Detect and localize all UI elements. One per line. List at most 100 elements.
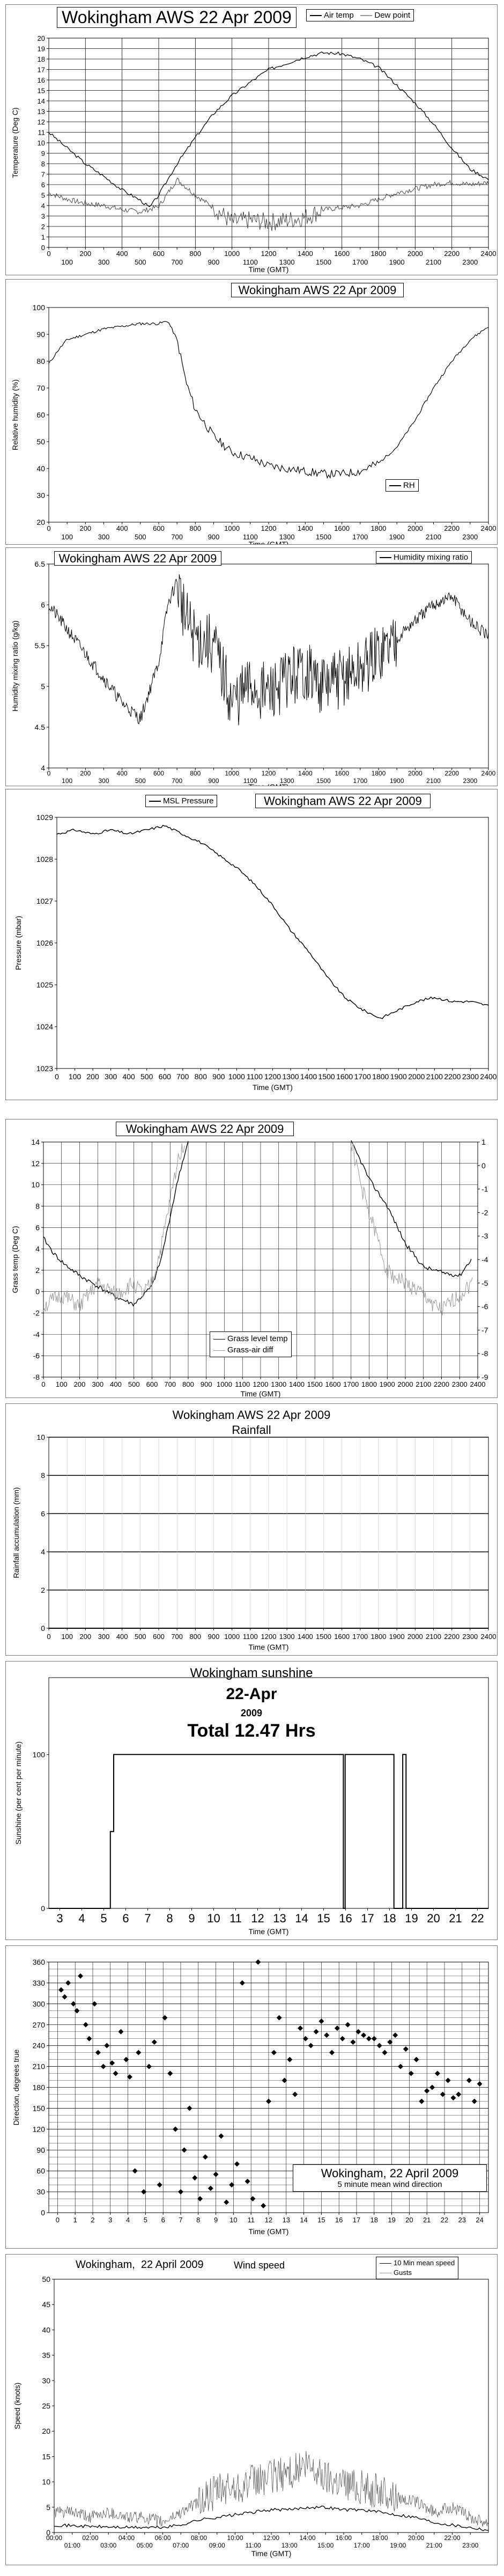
x-tick-label: 2200 bbox=[434, 1380, 449, 1388]
chart-legend: MSL Pressure bbox=[145, 795, 218, 807]
x-tick-label: 2400 bbox=[481, 770, 496, 777]
plot-area-frame bbox=[48, 1677, 489, 1909]
y-axis-label: Sunshine (per cent per minute) bbox=[14, 1741, 23, 1845]
x-tick-label: 1800 bbox=[372, 1072, 389, 1081]
series-line-dew-point bbox=[49, 177, 489, 231]
x-tick-label: 1700 bbox=[352, 533, 368, 541]
x-tick-label: 17 bbox=[361, 1912, 374, 1925]
legend-swatch-air-temp bbox=[310, 15, 322, 17]
y-axis-label: Pressure (mbar) bbox=[14, 916, 23, 970]
chart-title: Wokingham AWS 22 Apr 2009 bbox=[172, 1408, 331, 1422]
data-point bbox=[345, 2022, 351, 2028]
x-tick-label: 2000 bbox=[407, 524, 423, 532]
x-tick-label: 1100 bbox=[243, 533, 258, 541]
chart-title: Wokingham AWS 22 Apr 2009 bbox=[116, 1122, 294, 1137]
y-tick-label: 80 bbox=[36, 357, 45, 365]
x-tick-label: 11 bbox=[229, 1912, 242, 1925]
y-right-tick-label: -9 bbox=[481, 1373, 488, 1381]
x-tick-label: 3 bbox=[56, 1912, 63, 1925]
data-point bbox=[434, 2070, 440, 2076]
legend-swatch-mean-speed bbox=[380, 2263, 391, 2264]
x-tick-label: 400 bbox=[117, 770, 128, 777]
y-tick-label: 100 bbox=[33, 303, 46, 312]
x-tick-label: 400 bbox=[122, 1072, 135, 1081]
x-tick-label: 05:00 bbox=[137, 2542, 153, 2549]
y-right-tick-label: -2 bbox=[481, 1208, 488, 1217]
y-right-tick-label: 1 bbox=[481, 1138, 486, 1146]
data-point bbox=[334, 2025, 340, 2031]
y-tick-label: 35 bbox=[42, 2351, 50, 2360]
y-tick-label: 1027 bbox=[36, 897, 53, 905]
x-tick-label: 15:00 bbox=[317, 2542, 333, 2549]
x-tick-label: 1700 bbox=[352, 1633, 368, 1641]
y-tick-label: 9 bbox=[41, 150, 45, 158]
x-tick-label: 2100 bbox=[426, 258, 441, 266]
mixing-ratio-chart: 4 4.5 5 5.5 6 6.5 0 200 400 600 800 1000 1200 1400 160… bbox=[11, 560, 496, 786]
x-tick-label: 700 bbox=[171, 533, 183, 541]
x-tick-label: 1300 bbox=[271, 1380, 286, 1388]
y-axis-label: Relative humidity (%) bbox=[11, 379, 19, 450]
series-line-pressure bbox=[56, 824, 489, 1020]
y-tick-label: 30 bbox=[36, 2187, 45, 2196]
y-tick-label: 5 bbox=[41, 682, 45, 691]
x-tick-label: 2100 bbox=[426, 777, 441, 785]
x-tick-label: 200 bbox=[86, 1072, 99, 1081]
y-tick-label: 3 bbox=[41, 213, 45, 221]
x-tick-label: 1600 bbox=[335, 770, 349, 777]
data-point bbox=[157, 2182, 162, 2188]
x-tick-label: 5 bbox=[100, 1912, 107, 1925]
y-tick-label: 0 bbox=[35, 1287, 40, 1296]
y-tick-label: 15 bbox=[42, 2452, 50, 2461]
data-point bbox=[92, 2001, 98, 2007]
x-tick-label: 2 bbox=[91, 2216, 94, 2224]
x-tick-label: 300 bbox=[98, 1633, 110, 1641]
legend-label: Humidity mixing ratio bbox=[394, 553, 469, 562]
x-tick-label: 200 bbox=[79, 250, 91, 258]
y-tick-label: 6 bbox=[35, 1223, 40, 1232]
x-tick-label: 06:00 bbox=[154, 2534, 171, 2542]
x-tick-label: 800 bbox=[190, 770, 201, 777]
y-tick-label: 1023 bbox=[36, 1064, 53, 1073]
x-tick-label: 700 bbox=[164, 1380, 176, 1388]
series-line-grass-air-diff bbox=[351, 1143, 473, 1316]
pressure-chart: 1023 1024 1025 1026 1027 1028 1029 0 100 200 300 40… bbox=[14, 813, 497, 1092]
legend-label: 10 Min mean speed bbox=[394, 2259, 455, 2267]
x-tick-label: 10 bbox=[229, 2216, 237, 2224]
x-tick-label: 9 bbox=[214, 2216, 218, 2224]
x-tick-label: 2200 bbox=[444, 1633, 459, 1641]
y-tick-label: 30 bbox=[36, 491, 45, 500]
chart-legend: Grass level temp Grass-air diff bbox=[210, 1331, 292, 1357]
x-tick-label: 17 bbox=[353, 2216, 360, 2224]
x-tick-label: 14 bbox=[295, 1912, 308, 1925]
data-point bbox=[392, 2032, 398, 2038]
y-right-tick-label: -3 bbox=[481, 1232, 488, 1240]
x-tick-label: 300 bbox=[105, 1072, 117, 1081]
y-tick-label: 25 bbox=[42, 2402, 50, 2410]
wind-speed-chart: 0 5 10 15 20 25 30 35 40 45 50 00:00 02:00 04:00 06:00… bbox=[13, 2275, 489, 2558]
data-point bbox=[173, 2126, 179, 2132]
x-tick-label: 4 bbox=[78, 1912, 85, 1925]
x-tick-label: 13 bbox=[283, 2216, 290, 2224]
x-tick-label: 800 bbox=[182, 1380, 194, 1388]
x-tick-label: 19:00 bbox=[390, 2542, 406, 2549]
x-tick-label: 0 bbox=[56, 2216, 60, 2224]
y-axis-label: Rainfall accumulation (mm) bbox=[12, 1487, 20, 1578]
x-tick-label: 1000 bbox=[217, 1380, 232, 1388]
x-tick-label: 24 bbox=[476, 2216, 483, 2224]
x-tick-label: 1300 bbox=[282, 1072, 299, 1081]
chart-title-box: Wokingham, 22 April 2009 5 minute mean w… bbox=[293, 2164, 487, 2192]
x-axis-label: Time (GMT) bbox=[249, 1643, 289, 1651]
chart-legend: Humidity mixing ratio bbox=[376, 551, 472, 564]
x-tick-label: 21 bbox=[423, 2216, 431, 2224]
x-tick-label: 2200 bbox=[444, 524, 459, 532]
data-point bbox=[424, 2088, 430, 2094]
x-tick-label: 12 bbox=[251, 1912, 264, 1925]
y-axis-label: Speed (knots) bbox=[13, 2382, 21, 2429]
x-tick-label: 1300 bbox=[280, 777, 294, 785]
x-tick-label: 800 bbox=[189, 1633, 201, 1641]
y-tick-label: 30 bbox=[42, 2376, 50, 2385]
x-tick-label: 1900 bbox=[389, 1633, 405, 1641]
x-tick-label: 7 bbox=[144, 1912, 151, 1925]
y-tick-label: 15 bbox=[38, 87, 45, 95]
x-tick-label: 1000 bbox=[225, 770, 239, 777]
